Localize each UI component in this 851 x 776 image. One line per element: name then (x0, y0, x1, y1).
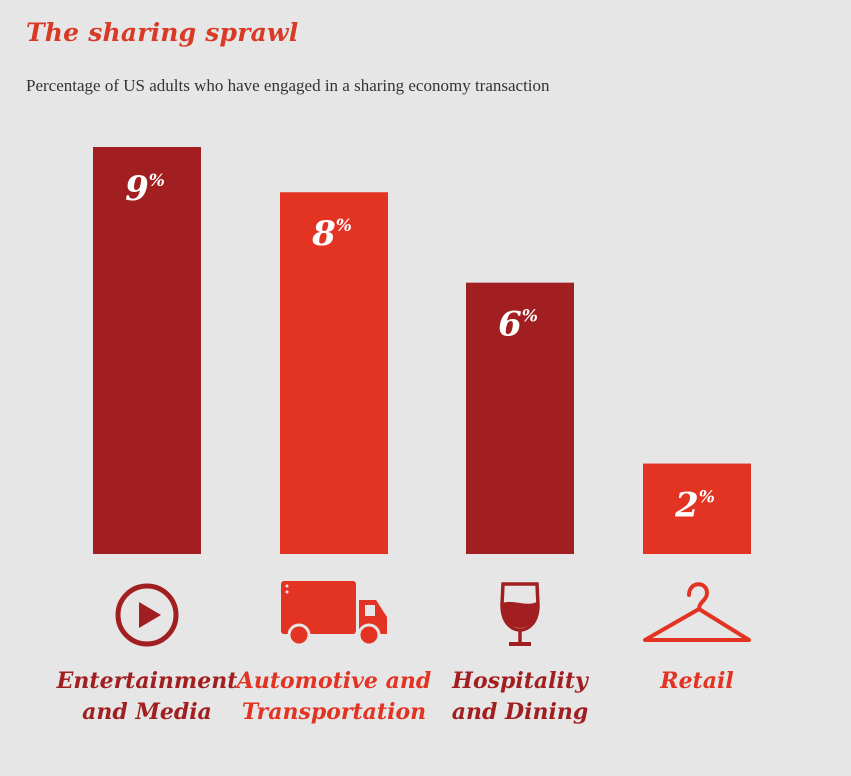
bar-value-label: 8% (311, 214, 352, 254)
chart-subtitle: Percentage of US adults who have engaged… (26, 76, 550, 95)
bar-value-label: 6% (498, 305, 538, 345)
hanger-icon (643, 582, 751, 642)
wine-glass-icon (500, 582, 540, 646)
category-label: Retail (659, 668, 733, 694)
bar (643, 463, 751, 554)
bar-value-label: 9% (125, 169, 165, 209)
chart-title: The sharing sprawl (26, 18, 299, 47)
truck-icon (281, 581, 387, 647)
bar (280, 192, 388, 554)
category-label: Automotive and Transportation (235, 668, 431, 725)
bar (93, 147, 201, 554)
category-label: Hospitality and Dining (451, 668, 590, 725)
category-label: Entertainment and Media (56, 668, 238, 725)
bar-value-label: 2% (674, 486, 715, 526)
bar (466, 282, 574, 554)
play-icon (115, 583, 179, 647)
